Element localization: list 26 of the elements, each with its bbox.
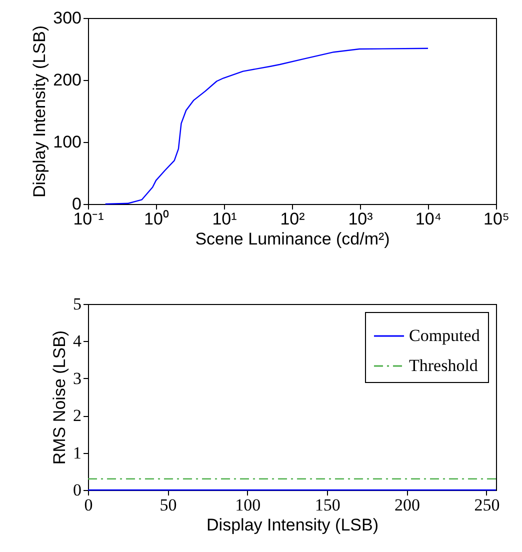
x-tick-label: 200 bbox=[394, 496, 420, 514]
y-tick-label: 3 bbox=[73, 368, 82, 388]
y-tick-label: 0 bbox=[73, 480, 82, 500]
x-tick-label: 50 bbox=[160, 496, 177, 514]
x-tick-label: 100 bbox=[235, 496, 261, 514]
y-axis-title: Display Intensity (LSB) bbox=[30, 26, 50, 198]
x-axis-title: Display Intensity (LSB) bbox=[206, 516, 378, 534]
x-tick-label: 10⁵ bbox=[484, 210, 510, 228]
y-tick-label: 5 bbox=[73, 294, 82, 314]
y-tick-label: 100 bbox=[53, 132, 82, 152]
y-tick-label: 1 bbox=[73, 443, 82, 462]
x-tick-label: 10⁰ bbox=[144, 210, 169, 228]
x-tick-label: 10¹ bbox=[212, 210, 238, 228]
x-tick-label: 10³ bbox=[348, 210, 374, 228]
x-tick-label: 150 bbox=[314, 496, 340, 514]
y-tick-label: 4 bbox=[73, 332, 82, 351]
x-tick-label: 10⁴ bbox=[415, 210, 442, 228]
y-tick-label: 2 bbox=[73, 406, 82, 426]
y-axis-title: RMS Noise (LSB) bbox=[50, 330, 69, 465]
x-tick-label: 250 bbox=[474, 496, 500, 514]
y-tick-label: 300 bbox=[53, 8, 82, 28]
x-tick-label: 10² bbox=[280, 210, 306, 228]
legend-label: Threshold bbox=[409, 356, 478, 375]
y-tick-label: 200 bbox=[53, 70, 82, 90]
legend-label: Computed bbox=[409, 326, 480, 345]
x-axis-title: Scene Luminance (cd/m²) bbox=[195, 230, 390, 248]
